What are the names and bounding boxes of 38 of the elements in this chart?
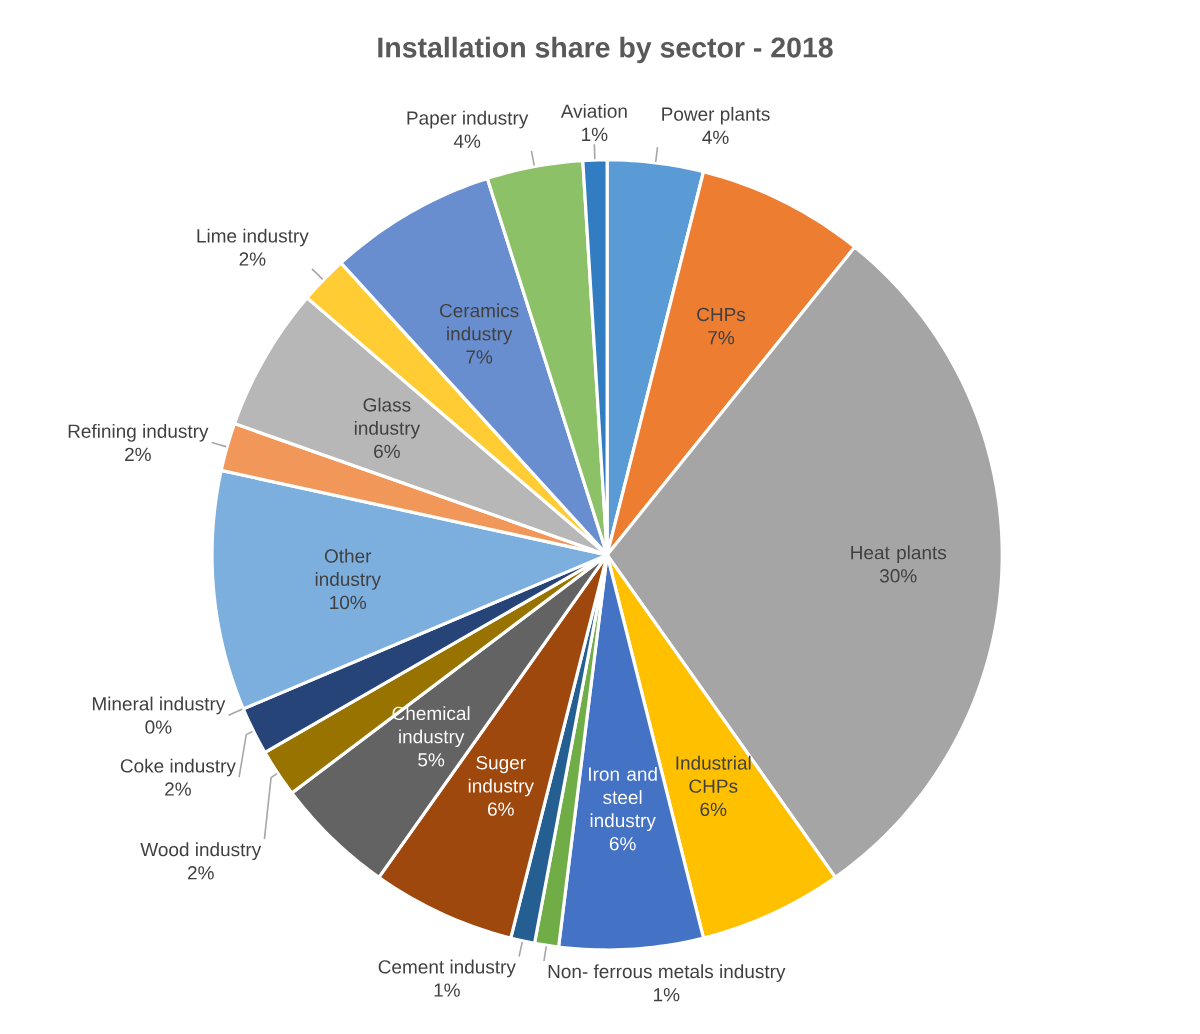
slice-label: Heat plants — [851, 545, 947, 564]
slice-label: Aviation — [560, 103, 627, 118]
slice-label: Power plants — [662, 106, 770, 125]
data-label: 6% — [374, 444, 400, 459]
data-label: 7% — [708, 331, 735, 345]
data-label: 7% — [466, 350, 493, 364]
slice-label: Other industry — [315, 548, 381, 590]
data-label: 1% — [582, 127, 608, 142]
data-label: 10% — [330, 595, 367, 610]
data-label: 30% — [879, 569, 917, 583]
slice-label: Refining industry — [68, 423, 209, 442]
data-label: 4% — [702, 130, 729, 144]
slice-label: CHPs — [697, 307, 746, 322]
data-label: 5% — [418, 753, 445, 767]
slice-label: Coke industry — [120, 758, 236, 777]
chart-title: Installation share by sector - 2018 — [378, 36, 833, 64]
data-label: 1% — [654, 988, 680, 1002]
data-label: 6% — [700, 802, 727, 817]
data-label: 2% — [165, 782, 191, 796]
data-label: 2% — [187, 866, 214, 880]
legend-label: Mineral industry — [92, 696, 226, 715]
text: 0% — [145, 720, 172, 734]
slice-label: Ceramics industry — [440, 303, 519, 345]
slice-label: Lime industry — [197, 228, 309, 247]
data-label: 1% — [434, 983, 460, 997]
data-label: 2% — [239, 252, 266, 266]
data-label: 2% — [125, 447, 151, 462]
slice-label: Iron and steel industry — [589, 766, 657, 832]
slice-label: Wood industry — [140, 842, 262, 861]
slice-label: Glass industry — [354, 397, 421, 439]
data-label: 6% — [488, 802, 514, 816]
slice-label: Non- ferrous metals industry — [548, 964, 786, 982]
data-label: 6% — [609, 837, 636, 851]
slice-label: Paper industry — [407, 110, 529, 129]
slice-label: Suger industry — [468, 756, 534, 797]
slice-label: Cement industry — [378, 959, 516, 978]
slice-label: Industrial CHPs — [676, 755, 751, 793]
data-label: 4% — [453, 134, 481, 148]
